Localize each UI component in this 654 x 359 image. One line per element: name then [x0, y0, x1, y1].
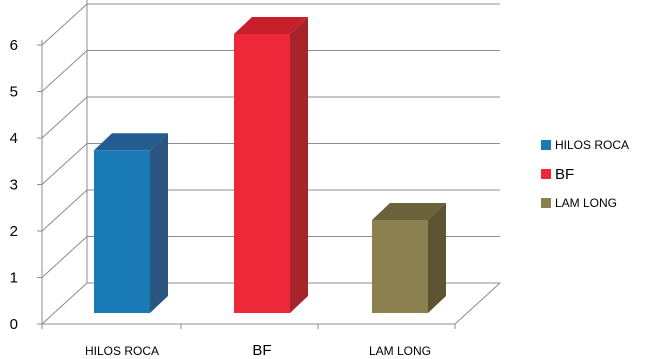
y-tick-label: 3 [10, 177, 18, 194]
y-tick-label: 1 [10, 270, 18, 287]
floor-right-edge [454, 282, 501, 325]
y-tick-label: 4 [10, 130, 18, 147]
y-tick-label: 2 [10, 223, 18, 240]
gridline-diagonal [41, 282, 88, 325]
bar-side-1 [150, 133, 168, 313]
gridline-diagonal [41, 236, 88, 278]
bar-side-2 [290, 17, 308, 313]
y-tick-label: 6 [10, 37, 18, 54]
gridline-diagonal [41, 143, 88, 185]
bars [94, 17, 446, 313]
gridline-diagonal [41, 3, 88, 46]
axes [37, 0, 501, 329]
y-tick-label: 5 [10, 84, 18, 101]
legend-item: HILOS ROCA [541, 137, 629, 153]
legend-label: BF [555, 165, 575, 183]
legend-swatch [541, 169, 551, 179]
legend-swatch [541, 198, 551, 208]
bar-3 [372, 220, 428, 313]
legend-label: HILOS ROCA [555, 138, 630, 152]
y-tick-label: 0 [10, 316, 18, 333]
legend: HILOS ROCA BF LAM LONG [541, 137, 629, 224]
bar-2 [234, 34, 290, 313]
bar-top-3 [372, 203, 446, 220]
legend-item: LAM LONG [541, 195, 629, 211]
x-category-label: HILOS ROCA [85, 344, 159, 358]
x-axis-category-labels: HILOS ROCA BF LAM LONG [85, 342, 431, 359]
gridline-diagonal [41, 50, 88, 92]
bar-1 [94, 150, 150, 313]
y-axis-tick-labels: 0 1 2 3 4 5 6 [10, 37, 18, 333]
bar-top-1 [94, 133, 168, 151]
legend-label: LAM LONG [555, 196, 618, 210]
legend-swatch [541, 140, 551, 150]
gridline-diagonal [41, 96, 88, 139]
bar-top-2 [234, 17, 308, 34]
bar-side-3 [428, 203, 446, 313]
x-category-label: BF [252, 342, 271, 359]
x-category-label: LAM LONG [369, 344, 431, 358]
legend-item: BF [541, 165, 629, 183]
gridline-diagonal [41, 189, 88, 232]
